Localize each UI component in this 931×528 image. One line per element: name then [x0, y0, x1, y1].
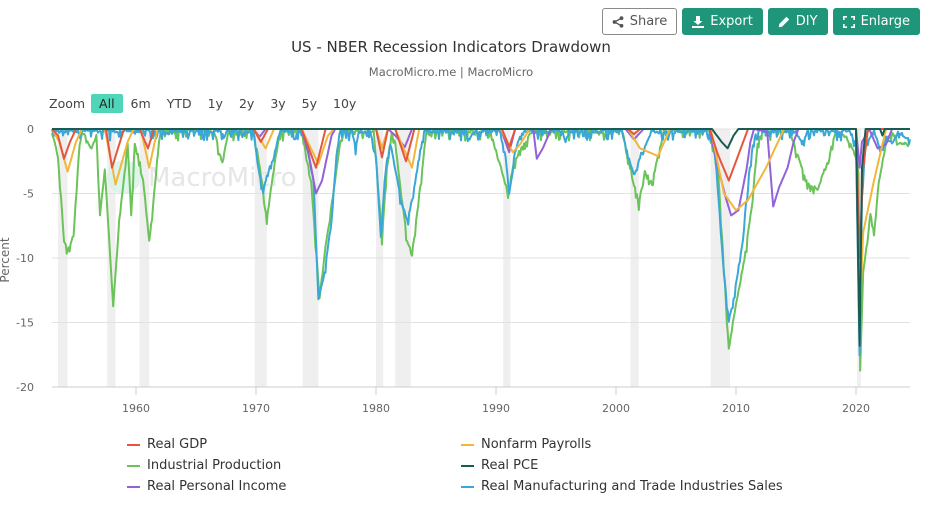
download-icon [692, 15, 705, 28]
axes: 0 -5 -10 -15 -20 1960 1970 1980 1990 2000 2010 2020 [16, 123, 870, 415]
legend-label: Nonfarm Payrolls [481, 437, 592, 452]
legend-item-industrial-production[interactable]: Industrial Production [127, 458, 281, 473]
enlarge-label: Enlarge [860, 14, 910, 29]
legend-label: Real Manufacturing and Trade Industries … [481, 479, 783, 494]
legend-item-real-pce[interactable]: Real PCE [461, 458, 538, 473]
legend-swatch [461, 464, 474, 467]
legend-swatch [127, 464, 140, 467]
chart-subtitle: MacroMicro.me | MacroMicro [368, 65, 534, 79]
range-6m-button[interactable]: 6m [130, 96, 151, 111]
export-label: Export [710, 14, 753, 29]
x-tick-label: 1960 [122, 402, 150, 415]
pencil-icon [778, 16, 789, 27]
chart-title: US - NBER Recession Indicators Drawdown [291, 38, 611, 56]
x-tick-label: 2010 [722, 402, 750, 415]
x-tick-label: 1990 [482, 402, 510, 415]
range-5y-button[interactable]: 5y [301, 96, 318, 111]
expand-icon [842, 15, 855, 28]
share-button[interactable]: Share [601, 8, 678, 35]
export-button[interactable]: Export [682, 8, 763, 35]
share-label: Share [629, 14, 668, 29]
range-selector: Zoom All 6m YTD 1y 2y 3y 5y 10y [49, 94, 364, 113]
series-line-nonfarm-payrolls [51, 128, 910, 318]
range-ytd-button[interactable]: YTD [166, 96, 192, 111]
range-2y-button[interactable]: 2y [238, 96, 255, 111]
range-3y-button[interactable]: 3y [270, 96, 286, 111]
legend-swatch [127, 485, 140, 488]
x-tick-label: 1980 [362, 402, 390, 415]
x-tick-label: 2020 [842, 402, 870, 415]
legend-item-real-gdp[interactable]: Real GDP [127, 437, 207, 452]
range-selector-label: Zoom [49, 96, 86, 111]
y-tick-label: -15 [16, 317, 34, 330]
legend-label: Real Personal Income [147, 479, 287, 494]
range-10y-button[interactable]: 10y [333, 96, 357, 111]
range-1y-button[interactable]: 1y [207, 96, 223, 111]
legend-label: Real GDP [147, 437, 208, 452]
diy-label: DIY [795, 14, 818, 29]
series-line-real-pce [52, 128, 910, 347]
x-tick-label: 2000 [602, 402, 630, 415]
enlarge-button[interactable]: Enlarge [832, 8, 920, 35]
y-tick-label: 0 [27, 123, 34, 136]
legend-swatch [127, 443, 140, 446]
range-all-button[interactable]: All [91, 94, 123, 113]
legend-label: Real PCE [481, 458, 539, 473]
share-icon [612, 15, 624, 28]
y-axis-title: Percent [0, 237, 12, 282]
legend-item-nonfarm-payrolls[interactable]: Nonfarm Payrolls [461, 437, 591, 452]
series-line-real-manufacturing-and-trade-industries-sales [51, 128, 911, 357]
y-tick-label: -10 [16, 252, 34, 265]
chart-toolbar: Share Export DIY Enlarge [601, 8, 920, 35]
series-lines [51, 128, 911, 372]
legend-label: Industrial Production [147, 458, 282, 473]
legend-swatch [461, 485, 474, 488]
legend-swatch [461, 443, 474, 446]
legend-item-real-personal-income[interactable]: Real Personal Income [127, 479, 286, 494]
diy-button[interactable]: DIY [767, 8, 828, 35]
y-tick-label: -5 [23, 188, 34, 201]
y-tick-label: -20 [16, 381, 34, 394]
legend-item-real-manufacturing-sales[interactable]: Real Manufacturing and Trade Industries … [461, 479, 783, 494]
x-tick-label: 1970 [242, 402, 270, 415]
